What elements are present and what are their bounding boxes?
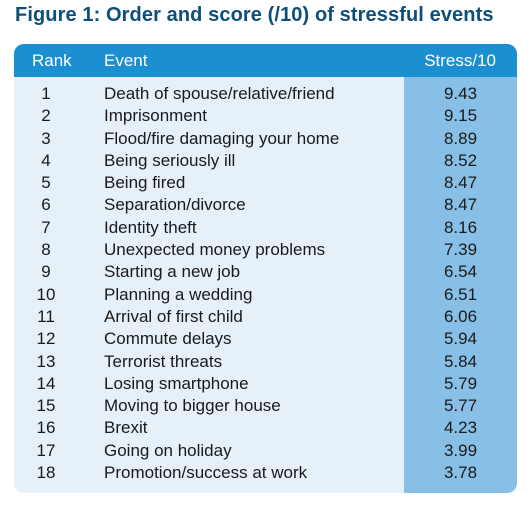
event-cell: Being seriously ill (104, 150, 236, 170)
stress-score-cell: 5.77 (443, 396, 478, 416)
stress-events-table: Rank Event Stress/10 1 Death of spouse/re… (14, 44, 517, 493)
rank-cell: 7 (41, 217, 51, 237)
stress-score-cell: 3.99 (443, 440, 478, 460)
stress-score-cell: 8.47 (443, 173, 478, 193)
table-row: 3 Flood/fire damaging your home 8.89 (14, 128, 517, 150)
header-event: Event (104, 51, 148, 70)
table-row: 4 Being seriously ill 8.52 (14, 150, 517, 172)
table-row: 18 Promotion/success at work 3.78 (14, 462, 517, 484)
rank-cell: 1 (41, 84, 51, 103)
stress-score-cell: 5.79 (443, 373, 478, 393)
table-body: 1 Death of spouse/relative/friend 9.43 2 Imp… (14, 83, 517, 484)
rank-cell: 8 (41, 240, 51, 260)
table-row: 9 Starting a new job 6.54 (14, 261, 517, 283)
rank-cell: 18 (36, 463, 56, 483)
rank-cell: 4 (41, 150, 51, 170)
rank-cell: 12 (36, 329, 56, 349)
event-cell: Losing smartphone (104, 373, 249, 393)
event-cell: Moving to bigger house (104, 396, 281, 416)
rank-cell: 13 (36, 351, 56, 371)
rank-cell: 14 (36, 373, 56, 393)
stress-score-cell: 8.89 (443, 128, 478, 148)
rank-cell: 3 (41, 128, 51, 148)
table-row: 5 Being fired 8.47 (14, 172, 517, 194)
stress-score-cell: 8.52 (443, 150, 478, 170)
rank-cell: 5 (41, 173, 51, 193)
table-row: 6 Separation/divorce 8.47 (14, 194, 517, 216)
table-row: 1 Death of spouse/relative/friend 9.43 (14, 83, 517, 105)
table-row: 13 Terrorist threats 5.84 (14, 351, 517, 373)
table-row: 8 Unexpected money problems 7.39 (14, 239, 517, 261)
rank-cell: 16 (36, 418, 56, 438)
stress-score-cell: 5.94 (443, 329, 478, 349)
event-cell: Unexpected money problems (104, 240, 326, 260)
rank-cell: 11 (37, 306, 55, 326)
stress-score-cell: 3.78 (443, 463, 478, 483)
event-cell: Planning a wedding (104, 284, 253, 304)
event-cell: Death of spouse/relative/friend (104, 84, 335, 103)
table-row: 16 Brexit 4.23 (14, 417, 517, 439)
stress-score-cell: 9.43 (443, 84, 478, 103)
event-cell: Terrorist threats (104, 351, 223, 371)
stress-score-cell: 5.84 (443, 351, 478, 371)
table-row: 12 Commute delays 5.94 (14, 328, 517, 350)
event-cell: Separation/divorce (104, 195, 246, 215)
stress-score-cell: 6.06 (443, 306, 478, 326)
stress-score-cell: 9.15 (443, 106, 478, 126)
event-cell: Starting a new job (104, 262, 241, 282)
event-cell: Promotion/success at work (104, 463, 308, 483)
event-cell: Brexit (104, 418, 148, 438)
event-cell: Imprisonment (104, 106, 207, 126)
stress-score-cell: 6.54 (443, 262, 478, 282)
header-rank: Rank (32, 51, 72, 70)
event-cell: Flood/fire damaging your home (104, 128, 340, 148)
table-row: 10 Planning a wedding 6.51 (14, 284, 517, 306)
stress-score-cell: 8.47 (443, 195, 478, 215)
rank-cell: 10 (36, 284, 56, 304)
stress-score-cell: 4.23 (443, 418, 478, 438)
stress-score-cell: 8.16 (443, 217, 478, 237)
table-header: Rank Event Stress/10 (14, 44, 517, 77)
table-row: 2 Imprisonment 9.15 (14, 105, 517, 127)
rank-cell: 9 (41, 262, 51, 282)
header-stress: Stress/10 (424, 51, 496, 70)
table-row: 17 Going on holiday 3.99 (14, 440, 517, 462)
event-cell: Arrival of first child (104, 306, 243, 326)
event-cell: Identity theft (104, 217, 197, 237)
table-row: 7 Identity theft 8.16 (14, 217, 517, 239)
table-row: 15 Moving to bigger house 5.77 (14, 395, 517, 417)
stress-score-cell: 7.39 (443, 240, 478, 260)
figure-title: Figure 1: Order and score (/10) of stres… (15, 4, 494, 26)
event-cell: Commute delays (104, 329, 232, 349)
stress-column-highlight (404, 77, 517, 493)
event-cell: Going on holiday (104, 440, 232, 460)
table-row: 11 Arrival of first child 6.06 (14, 306, 517, 328)
event-cell: Being fired (104, 173, 186, 193)
rank-cell: 6 (41, 195, 51, 215)
table-row: 14 Losing smartphone 5.79 (14, 373, 517, 395)
rank-cell: 17 (36, 440, 56, 460)
stress-score-cell: 6.51 (443, 284, 478, 304)
rank-cell: 15 (36, 396, 56, 416)
rank-cell: 2 (41, 106, 51, 126)
